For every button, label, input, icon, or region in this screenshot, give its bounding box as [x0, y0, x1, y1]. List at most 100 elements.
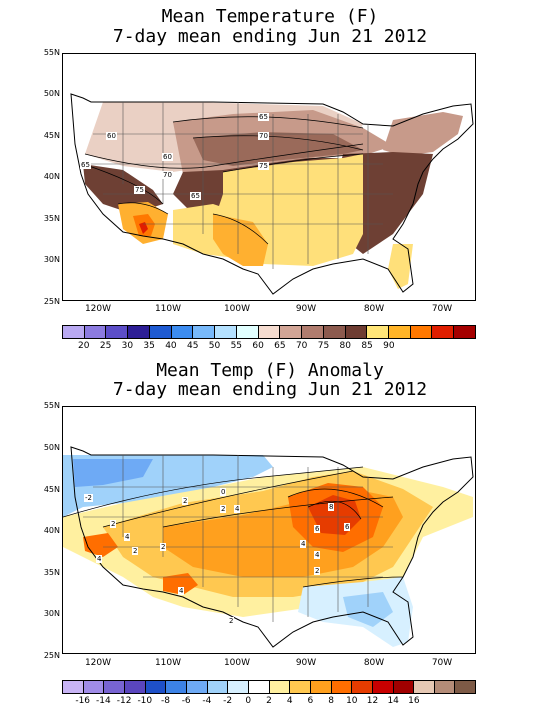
- legend-tick-label: 35: [143, 341, 155, 351]
- legend-tick-label: 65: [274, 341, 286, 351]
- contour-label: 2: [220, 505, 227, 513]
- legend-tick-label: 8: [328, 696, 334, 706]
- region-sw-hot: [83, 533, 118, 557]
- contour-label: 70: [162, 171, 173, 179]
- contour-label: 75: [258, 162, 269, 170]
- lon-label: 70W: [431, 658, 453, 668]
- map2-legend-labels: -16 -14 -12 -10 -8 -6 -4 -2 0 2 4 6 8 10 12 14 16: [0, 696, 540, 708]
- legend-swatch: [63, 326, 85, 338]
- contour-label: 2: [132, 547, 139, 555]
- legend-swatch: [352, 681, 373, 693]
- lon-label: 120W: [84, 658, 112, 668]
- legend-swatch: [367, 326, 390, 338]
- contour-label: 65: [190, 192, 201, 200]
- legend-swatch: [193, 326, 216, 338]
- legend-tick-label: 0: [245, 696, 252, 706]
- legend-tick-label: 6: [307, 696, 314, 706]
- legend-swatch: [228, 681, 249, 693]
- lon-label: 80W: [363, 304, 385, 314]
- legend-swatch: [248, 681, 270, 693]
- legend-tick-label: -14: [96, 696, 111, 706]
- legend-swatch: [149, 326, 172, 338]
- contour-label: 0: [220, 488, 227, 496]
- legend-swatch: [145, 681, 167, 693]
- lat-label: 45N: [43, 131, 60, 140]
- region-west-75: [83, 164, 163, 214]
- legend-swatch: [186, 681, 208, 693]
- contour-label: 2: [314, 567, 321, 575]
- region-85-texas: [213, 214, 268, 266]
- lat-label: 25N: [43, 651, 60, 660]
- legend-tick-label: 60: [252, 341, 264, 351]
- us-outline: [70, 93, 474, 295]
- legend-swatch: [323, 326, 346, 338]
- legend-swatch: [171, 326, 194, 338]
- legend-swatch: [269, 681, 291, 693]
- contour-label: 2: [110, 520, 117, 528]
- lat-label: 55N: [43, 48, 60, 57]
- map2-title-line2: 7-day mean ending Jun 21 2012: [112, 379, 428, 400]
- legend-tick-label: 12: [366, 696, 379, 706]
- legend-tick-label: -6: [181, 696, 191, 706]
- legend-tick-label: 2: [266, 696, 272, 706]
- legend-swatch: [128, 326, 150, 338]
- lat-label: 50N: [43, 89, 60, 98]
- legend-swatch: [207, 681, 229, 693]
- legend-tick-label: 10: [346, 696, 358, 706]
- legend-swatch: [410, 326, 433, 338]
- lon-label: 90W: [295, 304, 317, 314]
- contour-label: 4: [300, 540, 307, 548]
- legend-swatch: [389, 326, 411, 338]
- legend-swatch: [393, 681, 415, 693]
- region-florida: [388, 244, 413, 289]
- lon-label: 110W: [154, 304, 182, 314]
- legend-swatch: [345, 326, 368, 338]
- legend-tick-label: -16: [75, 696, 91, 706]
- lat-label: 50N: [43, 443, 60, 452]
- contour-label: 4: [234, 505, 241, 513]
- legend-swatch: [455, 681, 476, 693]
- map2-title-line1: Mean Temp (F) Anomaly: [156, 360, 384, 381]
- lon-label: 100W: [223, 658, 251, 668]
- legend-tick-label: -4: [202, 696, 212, 706]
- lat-label: 40N: [43, 172, 60, 181]
- lat-label: 30N: [43, 609, 60, 618]
- legend-swatch: [432, 326, 455, 338]
- legend-swatch: [302, 326, 324, 338]
- map2-color-legend: [62, 680, 476, 694]
- legend-tick-label: 85: [361, 341, 373, 351]
- contour-label: 4: [314, 551, 321, 559]
- contour-label: 6: [344, 523, 351, 531]
- legend-swatch: [84, 326, 107, 338]
- region-se-cooler: [343, 592, 393, 627]
- map1-color-legend: [62, 325, 476, 339]
- anomaly-map-panel: Mean Temp (F) Anomaly 7-day mean ending …: [0, 355, 540, 709]
- legend-swatch: [414, 681, 435, 693]
- legend-tick-label: 16: [408, 696, 420, 706]
- region-70-75: [193, 132, 363, 166]
- lon-label: 100W: [223, 304, 251, 314]
- lat-label: 40N: [43, 526, 60, 535]
- lon-label: 80W: [363, 658, 385, 668]
- lon-label: 90W: [295, 658, 317, 668]
- temperature-map: [62, 53, 476, 301]
- lon-label: 110W: [154, 658, 182, 668]
- legend-tick-label: 4: [286, 696, 293, 706]
- us-outline: [70, 446, 474, 648]
- contour-label: 2: [182, 497, 189, 505]
- legend-swatch: [372, 681, 394, 693]
- region-95-az: [139, 222, 148, 234]
- legend-tick-label: 90: [383, 341, 395, 351]
- legend-tick-label: 25: [99, 341, 112, 351]
- legend-swatch: [215, 326, 237, 338]
- contour-label: 4: [96, 555, 103, 563]
- legend-tick-label: 20: [78, 341, 90, 351]
- legend-swatch: [83, 681, 105, 693]
- legend-swatch: [331, 681, 353, 693]
- lat-label: 35N: [43, 214, 60, 223]
- contour-label: 2: [228, 617, 235, 625]
- legend-swatch: [106, 326, 129, 338]
- lon-label: 120W: [84, 304, 112, 314]
- contour-label: 70: [258, 132, 269, 140]
- region-az-hot: [163, 573, 198, 595]
